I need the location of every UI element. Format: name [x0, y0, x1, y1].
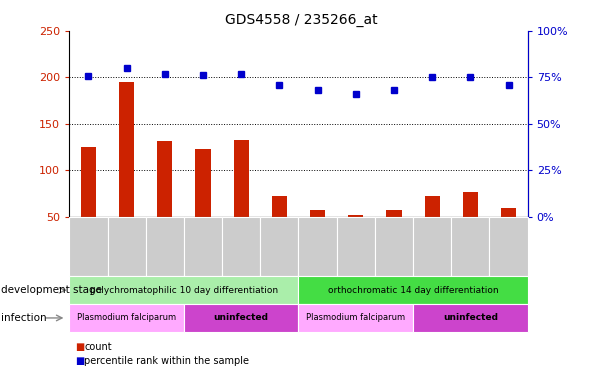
Bar: [81, 147, 96, 217]
Bar: [119, 82, 134, 217]
Bar: [157, 141, 172, 217]
Bar: [348, 215, 364, 217]
Text: uninfected: uninfected: [213, 313, 269, 323]
Text: percentile rank within the sample: percentile rank within the sample: [84, 356, 250, 366]
Text: orthochromatic 14 day differentiation: orthochromatic 14 day differentiation: [328, 286, 498, 295]
Bar: [310, 210, 325, 217]
Bar: [233, 140, 249, 217]
Text: polychromatophilic 10 day differentiation: polychromatophilic 10 day differentiatio…: [90, 286, 278, 295]
Bar: [387, 210, 402, 217]
Bar: [501, 208, 516, 217]
Text: count: count: [84, 342, 112, 352]
Text: development stage: development stage: [1, 285, 102, 295]
Bar: [463, 192, 478, 217]
Bar: [272, 197, 287, 217]
Text: ■: ■: [75, 356, 84, 366]
Text: ■: ■: [75, 342, 84, 352]
Text: uninfected: uninfected: [443, 313, 498, 323]
Text: Plasmodium falciparum: Plasmodium falciparum: [306, 313, 405, 323]
Text: infection: infection: [1, 313, 47, 323]
Text: Plasmodium falciparum: Plasmodium falciparum: [77, 313, 176, 323]
Bar: [425, 197, 440, 217]
Bar: [195, 149, 210, 217]
Text: GDS4558 / 235266_at: GDS4558 / 235266_at: [225, 13, 378, 27]
